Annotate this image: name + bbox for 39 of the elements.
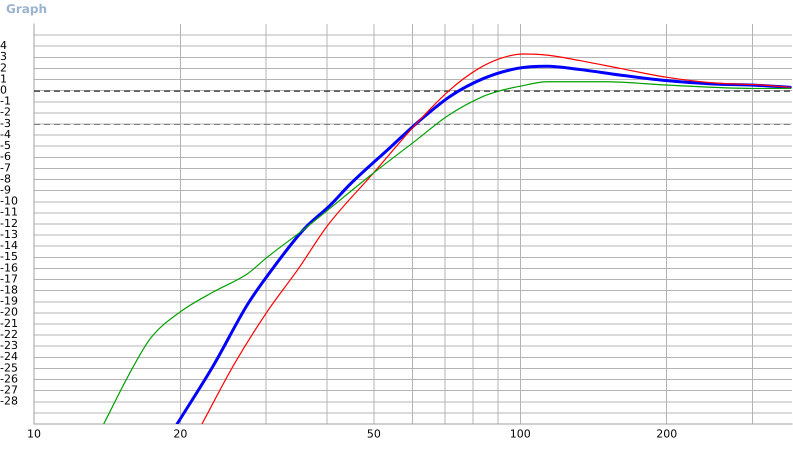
chart-title: Graph [6, 2, 47, 16]
y-tick-label: -20 [0, 306, 18, 319]
y-tick-label: -19 [0, 294, 18, 308]
x-tick-label: 200 [656, 427, 678, 440]
y-tick-label: -2 [0, 106, 11, 119]
y-tick-label: -1 [0, 94, 11, 108]
y-tick-label: -23 [0, 339, 18, 352]
y-tick-label: -7 [0, 161, 11, 174]
y-tick-label: 0 [0, 84, 7, 97]
x-tick-label: 10 [27, 427, 41, 440]
y-tick-label: -3 [0, 116, 11, 130]
y-tick-label: -4 [0, 128, 11, 141]
y-tick-label: -9 [0, 184, 11, 197]
y-tick-label: 1 [0, 72, 7, 86]
y-tick-label: -15 [0, 250, 18, 264]
x-tick-label: 100 [510, 427, 531, 440]
y-tick-label: -16 [0, 261, 18, 274]
y-tick-label: -18 [0, 284, 18, 297]
y-tick-label: -25 [0, 361, 18, 374]
y-tick-label: -27 [0, 384, 18, 397]
y-tick-label: -26 [0, 372, 18, 386]
y-tick-label: -17 [0, 272, 18, 286]
y-tick-label: -21 [0, 316, 18, 330]
y-tick-label: -10 [0, 194, 18, 208]
y-tick-label: -14 [0, 239, 18, 252]
y-tick-label: -11 [0, 206, 18, 219]
y-tick-label: -22 [0, 328, 18, 341]
y-tick-label: -13 [0, 228, 18, 241]
y-tick-label: 3 [0, 50, 7, 64]
y-tick-label: -6 [0, 150, 11, 164]
y-tick-label: -5 [0, 139, 11, 152]
y-tick-label: 4 [0, 39, 7, 52]
y-tick-label: -12 [0, 216, 18, 230]
y-tick-label: -28 [0, 394, 18, 408]
y-tick-label: -8 [0, 172, 11, 186]
x-tick-label: 20 [173, 427, 188, 440]
x-tick-label: 50 [366, 427, 381, 440]
y-tick-label: 2 [0, 61, 7, 74]
y-tick-label: -24 [0, 350, 18, 364]
